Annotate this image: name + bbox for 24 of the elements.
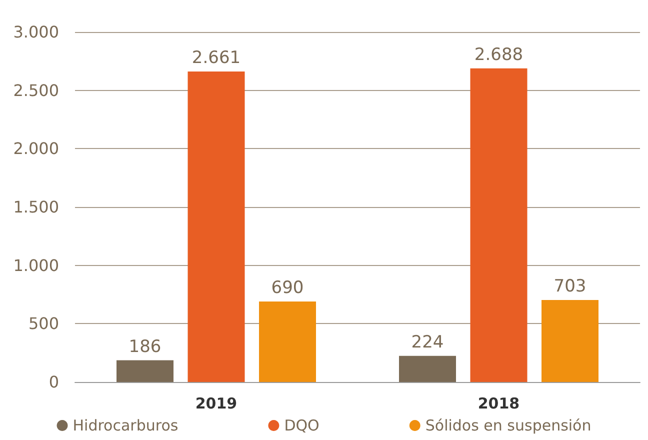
y-tick-label: 1.000: [13, 256, 59, 275]
data-label: 2.661: [192, 48, 241, 68]
bar: [399, 356, 456, 382]
bar: [116, 360, 174, 382]
bar: [259, 302, 316, 382]
y-tick-label: 3.000: [13, 22, 59, 42]
legend-label: Hidrocarburos: [72, 416, 178, 434]
bar: [542, 300, 598, 382]
data-label: 690: [271, 278, 304, 298]
y-tick-label: 1.500: [13, 198, 59, 216]
legend-label: Sólidos en suspensión: [425, 416, 592, 434]
data-label: 224: [411, 332, 444, 352]
y-tick-label: 2.500: [13, 80, 59, 100]
y-tick-label: 0: [48, 372, 59, 392]
data-label: 186: [128, 336, 162, 357]
data-label: 2.688: [474, 44, 524, 65]
bar: [188, 72, 245, 382]
data-label: 703: [554, 276, 586, 296]
legend-label: DQO: [284, 416, 320, 434]
y-tick-label: 2.000: [13, 139, 59, 158]
x-tick-label: 2018: [478, 394, 520, 412]
bar: [470, 68, 528, 382]
y-tick-label: 500: [28, 314, 59, 334]
x-tick-label: 2019: [195, 394, 238, 412]
